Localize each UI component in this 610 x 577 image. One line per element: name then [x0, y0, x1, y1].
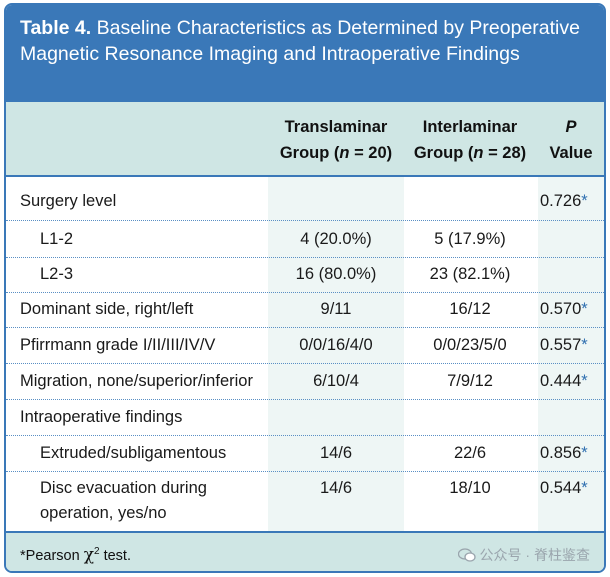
row-label: L1-2: [40, 230, 74, 248]
interlaminar-cell: 22/6: [453, 444, 487, 462]
table-title-text: Baseline Characteristics as Determined b…: [20, 17, 580, 65]
table-body: Surgery level 0.726* L1-2 4 (20.0%) 5 (1…: [6, 177, 604, 531]
header-p: P: [565, 118, 577, 136]
interlaminar-cell: 18/10: [449, 479, 491, 497]
p-value-cell: 0.557*: [538, 333, 604, 358]
translaminar-cell: 14/6: [319, 479, 353, 497]
header-text: = 28): [483, 144, 527, 162]
p-value: 0.544: [540, 479, 582, 497]
column-stripe: [268, 177, 404, 531]
translaminar-cell: 6/10/4: [313, 372, 359, 390]
column-header-line: P: [538, 114, 604, 140]
chi-symbol: χ: [83, 545, 94, 565]
row-label: Intraoperative findings: [20, 408, 183, 426]
translaminar-cell: 14/6: [319, 444, 353, 462]
p-value-star: *: [581, 372, 588, 390]
p-value: 0.444: [540, 372, 582, 390]
p-value: 0.570: [540, 300, 582, 318]
interlaminar-cell: 23 (82.1%): [429, 265, 511, 283]
translaminar-cell: 4 (20.0%): [300, 230, 372, 248]
wechat-icon: [457, 548, 476, 562]
header-n: n: [473, 144, 484, 162]
row-label: Disc evacuation during operation, yes/no: [40, 476, 207, 526]
p-value-star: *: [581, 300, 588, 318]
footnote: *Pearson χ2 test.: [20, 545, 131, 565]
row-divider: [6, 292, 604, 293]
p-value: 0.557: [540, 336, 582, 354]
row-divider: [6, 220, 604, 221]
row-divider: [6, 399, 604, 400]
p-value-cell: 0.726*: [538, 189, 604, 214]
interlaminar-cell: 0/0/23/5/0: [433, 336, 507, 354]
column-stripe: [538, 177, 604, 531]
column-header-line: Group (n = 20): [268, 140, 404, 166]
row-divider: [6, 257, 604, 258]
row-label-line: Disc evacuation during: [40, 479, 207, 497]
column-header-p-value: P Value: [538, 114, 604, 166]
p-value-cell: 0.570*: [538, 297, 604, 322]
row-label: Migration, none/superior/inferior: [20, 372, 253, 390]
row-divider: [6, 471, 604, 472]
row-label-line: operation, yes/no: [40, 504, 167, 522]
header-n: n: [339, 144, 350, 162]
translaminar-cell: 9/11: [320, 300, 352, 318]
p-value-cell: 0.856*: [538, 441, 604, 466]
p-value-star: *: [581, 336, 588, 354]
interlaminar-cell: 7/9/12: [447, 372, 493, 390]
row-label: Pfirrmann grade I/II/III/IV/V: [20, 336, 216, 354]
interlaminar-cell: 5 (17.9%): [434, 230, 506, 248]
row-label: L2-3: [40, 265, 74, 283]
footnote-superscript: 2: [94, 546, 100, 558]
row-label: Surgery level: [20, 192, 117, 210]
p-value-cell: 0.444*: [538, 369, 604, 394]
table-frame: Table 4. Baseline Characteristics as Det…: [4, 3, 606, 573]
column-header-translaminar: Translaminar Group (n = 20): [268, 114, 404, 166]
column-header-interlaminar: Interlaminar Group (n = 28): [402, 114, 538, 166]
p-value-star: *: [581, 444, 588, 462]
column-header-line: Translaminar: [284, 118, 388, 136]
p-value-star: *: [581, 192, 588, 210]
watermark: 公众号 · 脊柱鉴查: [457, 545, 590, 565]
row-divider: [6, 327, 604, 328]
footnote-text: *Pearson: [20, 548, 84, 564]
p-value-star: *: [581, 479, 588, 497]
column-header-line: Interlaminar: [422, 118, 518, 136]
header-text: Group (: [413, 144, 474, 162]
table-header: Translaminar Group (n = 20) Interlaminar…: [6, 102, 604, 177]
table-footer: *Pearson χ2 test. 公众号 · 脊柱鉴查: [6, 531, 604, 571]
interlaminar-cell: 16/12: [449, 300, 491, 318]
p-value-cell: 0.544*: [538, 476, 604, 501]
row-divider: [6, 435, 604, 436]
table-number: Table 4.: [20, 17, 92, 39]
table-title: Table 4. Baseline Characteristics as Det…: [6, 5, 604, 102]
column-header-line: Value: [549, 144, 593, 162]
watermark-text: 公众号 · 脊柱鉴查: [479, 547, 590, 563]
p-value: 0.726: [540, 192, 582, 210]
row-label: Extruded/subligamentous: [40, 444, 227, 462]
column-header-line: Group (n = 28): [402, 140, 538, 166]
header-text: Group (: [279, 144, 340, 162]
row-divider: [6, 363, 604, 364]
row-label: Dominant side, right/left: [20, 300, 194, 318]
header-text: = 20): [349, 144, 393, 162]
p-value: 0.856: [540, 444, 582, 462]
footnote-text: test.: [99, 548, 131, 564]
translaminar-cell: 16 (80.0%): [295, 265, 377, 283]
translaminar-cell: 0/0/16/4/0: [299, 336, 373, 354]
